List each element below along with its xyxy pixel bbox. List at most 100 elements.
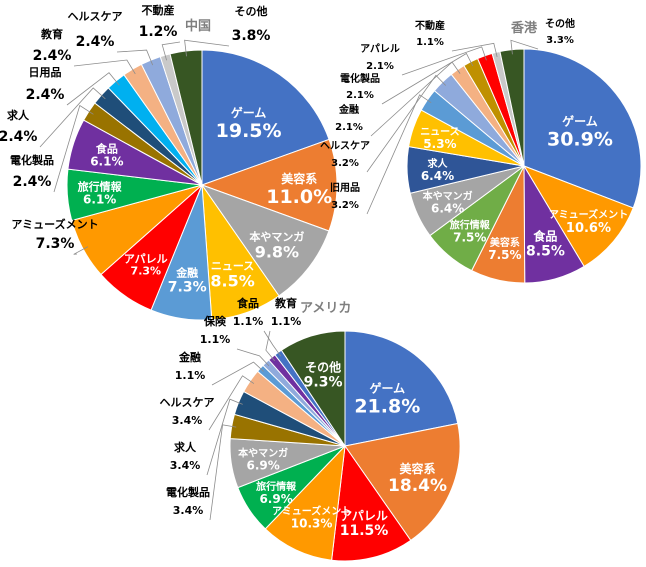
pie-slice: [344, 422, 461, 542]
slice-label: ヘルスケア: [68, 10, 123, 23]
pie-title-hongkong: 香港: [510, 20, 538, 36]
slice-label: その他: [545, 17, 575, 30]
slice-value-label: 8.5%: [210, 272, 254, 291]
leader-line: [73, 59, 136, 75]
slice-label: 求人: [427, 157, 448, 170]
slice-value-label: 1.1%: [233, 315, 264, 328]
slice-value-label: 3.4%: [170, 459, 201, 472]
slice-label: その他: [305, 359, 341, 374]
slice-label: 食品: [237, 296, 259, 310]
slice-label: アパレル: [360, 43, 400, 55]
leader-line: [366, 74, 446, 173]
slice-label: 金融: [175, 265, 198, 279]
slice-value-label: 6.1%: [90, 155, 123, 169]
slice-label: 電化製品: [340, 72, 380, 85]
slice-value-label: 3.8%: [232, 28, 271, 44]
leader-line: [510, 39, 539, 55]
slice-value-label: 11.5%: [340, 523, 389, 539]
slice-value-label: 18.4%: [388, 476, 447, 496]
pie-title-usa: アメリカ: [300, 301, 351, 316]
leader-line: [236, 348, 270, 367]
pie-slice: [331, 444, 412, 562]
slice-label: 食品: [96, 142, 118, 156]
slice-label: 不動産: [415, 19, 445, 32]
slice-value-label: 7.3%: [36, 236, 75, 252]
slice-value-label: 21.8%: [354, 395, 420, 417]
slice-value-label: 3.3%: [546, 35, 574, 46]
slice-value-label: 2.1%: [335, 122, 363, 133]
leader-line: [206, 398, 243, 476]
slice-value-label: 10.6%: [566, 221, 611, 236]
leader-line: [263, 330, 282, 357]
slice-value-label: 7.3%: [131, 264, 162, 277]
slice-value-label: 1.2%: [139, 24, 178, 40]
pie-slice: [523, 48, 642, 209]
slice-value-label: 3.4%: [172, 414, 203, 427]
slice-value-label: 2.1%: [346, 90, 374, 101]
slice-value-label: 2.4%: [13, 174, 52, 190]
slice-label: 日用品: [29, 66, 62, 79]
slice-label: ニュース: [211, 260, 254, 273]
slice-value-label: 11.0%: [266, 186, 332, 208]
slice-value-label: 2.4%: [26, 87, 65, 103]
slice-label: 旅行情報: [78, 180, 123, 194]
slice-label: 金融: [178, 350, 201, 364]
slice-label: アミューズメント: [11, 217, 98, 231]
leader-line: [53, 104, 94, 193]
slice-value-label: 2.4%: [76, 34, 115, 50]
leader-line: [366, 94, 432, 215]
slice-value-label: 1.1%: [200, 333, 231, 346]
pie-title-china: 中国: [185, 18, 211, 34]
pie-slice: [280, 330, 346, 448]
slice-value-label: 6.4%: [421, 169, 454, 183]
slice-label: 美容系: [400, 461, 436, 476]
slice-label: 求人: [7, 108, 30, 122]
slice-label: 教育: [274, 296, 297, 310]
leader-line: [39, 87, 106, 148]
slice-label: アパレル: [340, 509, 388, 523]
slice-value-label: 1.1%: [271, 315, 302, 328]
slice-label: 本やマンガ: [423, 190, 473, 203]
leader-line: [73, 246, 89, 255]
slice-value-label: 6.9%: [247, 459, 280, 473]
slice-label: 旅行情報: [256, 480, 297, 493]
leader-line: [209, 424, 237, 521]
leader-line: [184, 39, 230, 57]
leader-line: [208, 375, 255, 431]
slice-label: アミューズメント: [272, 505, 351, 518]
leader-line: [161, 41, 181, 61]
slice-value-label: 1.1%: [175, 369, 206, 382]
slice-value-label: 2.4%: [0, 129, 37, 145]
slice-value-label: 3.4%: [173, 504, 204, 517]
slice-value-label: 6.9%: [259, 492, 292, 506]
slice-label: ゲーム: [562, 114, 598, 129]
slice-value-label: 6.1%: [83, 193, 116, 207]
slice-label: ゲーム: [231, 105, 267, 120]
pie-slice: [522, 165, 634, 268]
slice-value-label: 10.3%: [291, 517, 333, 531]
slice-label: 旧用品: [330, 182, 360, 194]
slice-label: 不動産: [142, 3, 175, 17]
slice-label: 旅行情報: [450, 218, 491, 231]
slice-label: 教育: [40, 27, 63, 41]
slice-label: アミューズメント: [549, 208, 628, 221]
slice-label: 美容系: [281, 171, 317, 186]
slice-value-label: 8.5%: [526, 244, 565, 260]
slice-value-label: 5.3%: [423, 137, 456, 151]
leader-line: [401, 46, 487, 76]
slice-value-label: 3.2%: [331, 200, 359, 211]
pie-slice: [264, 444, 346, 561]
slice-label: アパレル: [124, 252, 168, 265]
slice-value-label: 7.5%: [453, 230, 486, 244]
slice-value-label: 9.3%: [304, 374, 343, 390]
slice-label: ニュース: [420, 126, 460, 138]
leader-line: [66, 72, 120, 106]
slice-label: ゲーム: [369, 380, 405, 395]
slice-value-label: 1.1%: [416, 37, 444, 48]
slice-value-label: 7.3%: [168, 279, 207, 295]
slice-value-label: 9.8%: [255, 243, 299, 262]
slice-value-label: 2.4%: [33, 48, 72, 64]
leader-line: [116, 49, 154, 66]
slice-label: 本やマンガ: [249, 230, 304, 244]
slice-label: 求人: [174, 440, 197, 454]
